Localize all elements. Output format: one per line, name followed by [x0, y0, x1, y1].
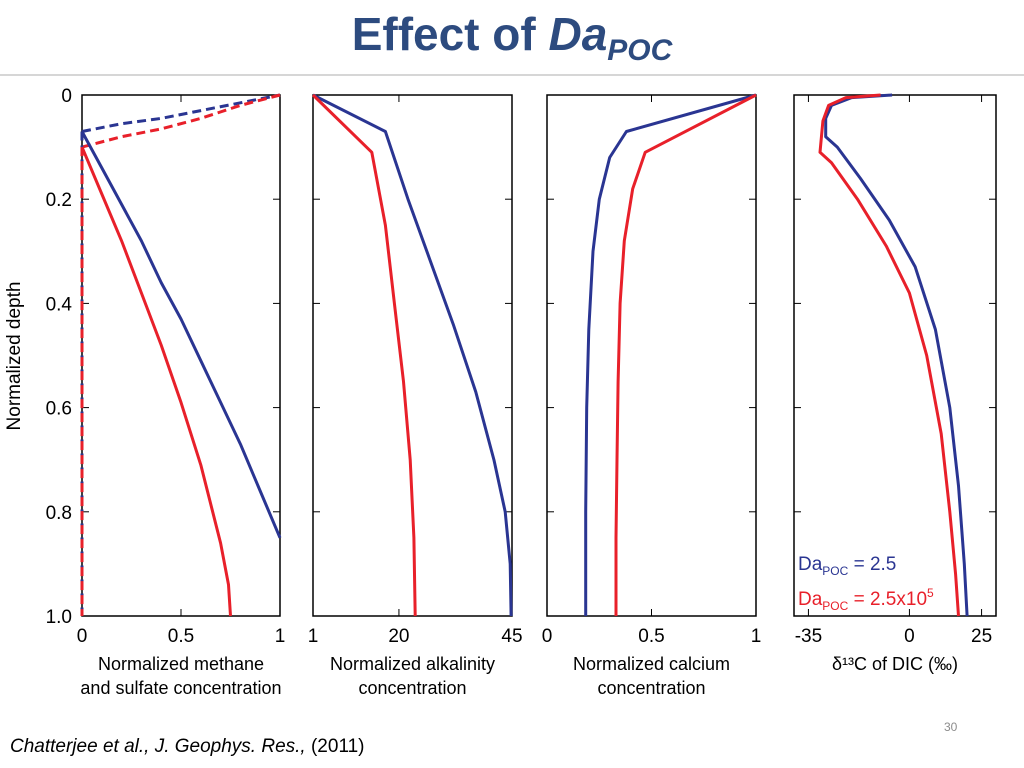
y-tick-label: 0 — [61, 86, 72, 107]
title-subscript: POC — [607, 34, 673, 67]
red-series-line — [614, 93, 757, 616]
x-tick-label: 20 — [388, 626, 409, 647]
title-symbol: Da — [548, 8, 608, 60]
axes-box — [312, 94, 513, 617]
slide-title: Effect of DaPOC — [0, 6, 1024, 79]
red-series-line — [81, 93, 281, 149]
y-tick-label: 1.0 — [46, 607, 72, 628]
x-axis-label: concentration — [597, 678, 705, 698]
y-tick-label: 0.6 — [46, 399, 72, 420]
x-tick-label: 0 — [904, 626, 915, 647]
x-tick-label: 1 — [751, 626, 762, 647]
x-tick-label: 0.5 — [638, 626, 664, 647]
x-axis-label: and sulfate concentration — [80, 678, 281, 698]
x-axis-label: Normalized methane — [98, 654, 264, 674]
legend-entry: DaPOC = 2.5 — [798, 554, 896, 578]
blue-series-line — [312, 93, 513, 617]
x-axis-label: concentration — [358, 678, 466, 698]
y-tick-label: 0.8 — [46, 503, 72, 524]
x-tick-label: -35 — [795, 626, 822, 647]
citation-authors: Chatterjee et al., J. Geophys. Res., — [10, 736, 306, 757]
y-axis-label: Normalized depth — [4, 282, 25, 431]
x-tick-label: 0 — [77, 626, 88, 647]
legend-entry: DaPOC = 2.5x105 — [798, 586, 934, 613]
blue-series-line — [80, 130, 282, 539]
title-divider — [0, 74, 1024, 76]
citation: Chatterjee et al., J. Geophys. Res., (20… — [10, 736, 365, 758]
x-tick-label: 0.5 — [168, 626, 194, 647]
x-axis-label: δ¹³C of DIC (‰) — [832, 654, 958, 674]
x-tick-label: 45 — [501, 626, 522, 647]
title-text: Effect of — [351, 8, 549, 60]
x-axis-label: Normalized alkalinity — [330, 654, 495, 674]
chart-figure: 0 0.5 1 0 0.2 0.4 0.6 0.8 1.0 Normalized methane a… — [4, 86, 997, 698]
y-tick-label: 0.2 — [46, 190, 72, 211]
axes-box — [793, 94, 997, 617]
x-tick-label: 1 — [308, 626, 319, 647]
blue-series-line — [81, 93, 281, 133]
red-series-line — [818, 93, 960, 617]
citation-year: (2011) — [305, 736, 365, 757]
x-tick-label: 1 — [275, 626, 286, 647]
x-axis-label: Normalized calcium — [573, 654, 730, 674]
y-tick-label: 0.4 — [46, 294, 73, 315]
x-tick-label: 0 — [542, 626, 553, 647]
x-tick-label: 25 — [971, 626, 992, 647]
page-number: 30 — [944, 720, 958, 734]
axes-box — [81, 94, 281, 617]
red-series-line — [311, 93, 417, 617]
blue-series-line — [584, 93, 757, 616]
red-series-line — [80, 146, 232, 617]
blue-series-line — [824, 93, 969, 617]
axes-box — [546, 94, 757, 617]
